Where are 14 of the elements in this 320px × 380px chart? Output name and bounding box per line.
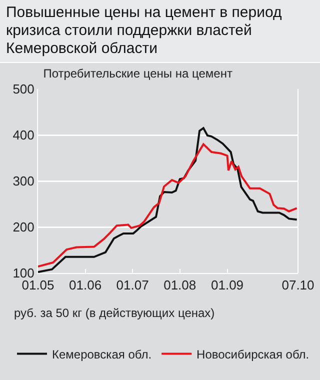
y-tick-label: 200	[12, 220, 34, 235]
chart-subtitle: Потребительские цены на цемент	[43, 66, 233, 80]
x-tick-label: 01.08	[164, 278, 196, 293]
legend-label: Новосибирская обл.	[196, 347, 310, 362]
legend-label: Кемеровская обл.	[52, 347, 152, 362]
chart-title: Повышенные цены на цемент в период кризиса стоили поддержки властей Кемеровской области	[0, 0, 320, 63]
x-tick-label: 01.06	[69, 278, 102, 293]
y-tick-label: 500	[12, 82, 34, 97]
x-tick-label: 07.10	[282, 278, 314, 293]
x-axis-title: руб. за 50 кг (в действующих ценах)	[14, 306, 215, 320]
x-tick-label: 01.07	[116, 278, 149, 293]
y-tick-label: 300	[12, 174, 34, 189]
x-tick-label: 01.09	[210, 278, 244, 293]
y-tick-label: 400	[12, 128, 34, 143]
